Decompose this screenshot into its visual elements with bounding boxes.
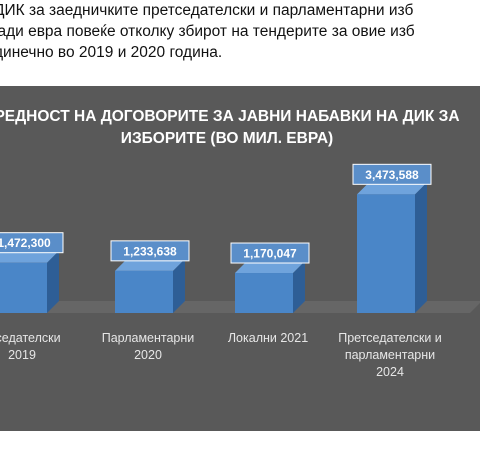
category-label: Претседателски и <box>338 331 442 345</box>
bar-side <box>293 261 305 313</box>
bar <box>115 258 185 313</box>
bar <box>235 261 305 313</box>
bar-front <box>115 270 173 313</box>
bar-top <box>115 258 185 271</box>
value-label-box <box>230 242 310 264</box>
bar <box>357 182 427 313</box>
bar-top <box>0 250 59 263</box>
chart-title: РЕДНОСТ НА ДОГОВОРИТЕ ЗА ЈАВНИ НАБАВКИ Н… <box>0 106 480 150</box>
bar-side <box>173 258 185 313</box>
bar-front <box>235 273 293 313</box>
chart-panel: РЕДНОСТ НА ДОГОВОРИТЕ ЗА ЈАВНИ НАБАВКИ Н… <box>0 86 480 431</box>
chart-title-line: ИЗБОРИТЕ (ВО МИЛ. ЕВРА) <box>120 130 334 147</box>
value-label-box <box>0 232 64 254</box>
category-label: 2024 <box>376 365 404 379</box>
category-label: Парламентарни <box>102 331 195 345</box>
bar-chart: 1,472,300 етседателски 2019 1,233,638 Парлам… <box>0 163 480 379</box>
category-label: парламентарни <box>345 348 435 362</box>
bar-side <box>47 250 59 313</box>
category-label: 2020 <box>134 348 162 362</box>
intro-line: ДИК за заедничките претседателски и парл… <box>0 2 414 19</box>
bar-side <box>415 182 427 313</box>
bar-top <box>235 261 305 274</box>
category-label: 2019 <box>8 348 36 362</box>
chart-title-line: РЕДНОСТ НА ДОГОВОРИТЕ ЗА ЈАВНИ НАБАВКИ Н… <box>0 108 460 125</box>
value-label: 1,472,300 <box>0 236 51 250</box>
value-label: 3,473,588 <box>365 168 419 182</box>
intro-line: јади евра повеќе отколку збирот на тенде… <box>0 23 415 40</box>
intro-line: динечно во 2019 и 2020 година. <box>0 44 223 61</box>
value-label-box <box>110 240 190 262</box>
intro-text: ДИК за заедничките претседателски и парл… <box>0 0 480 63</box>
value-label: 1,233,638 <box>123 244 177 258</box>
category-label: Локални 2021 <box>228 331 308 345</box>
category-label: етседателски <box>0 331 61 345</box>
value-label-box <box>352 163 432 185</box>
bar-front <box>0 262 47 313</box>
bar <box>0 250 59 313</box>
bar-front <box>357 194 415 313</box>
value-label: 1,170,047 <box>243 247 297 261</box>
bar-top <box>357 182 427 195</box>
